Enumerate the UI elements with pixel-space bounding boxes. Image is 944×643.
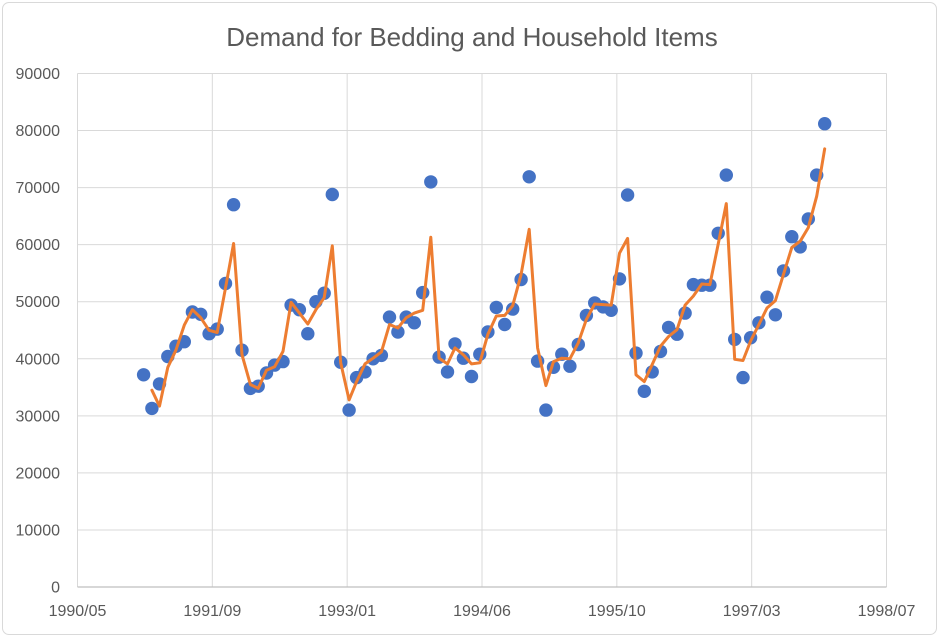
demand-data-point[interactable] [539,403,553,417]
demand-data-point[interactable] [760,290,774,304]
demand-data-point[interactable] [374,348,389,363]
demand-data-point[interactable] [226,198,241,212]
demand-data-point[interactable] [768,308,783,322]
demand-data-point[interactable] [620,188,635,202]
forecast-line[interactable] [150,147,827,408]
x-axis-tick-label: 1990/05 [49,603,107,620]
x-axis-tick-label: 1994/06 [453,603,511,620]
y-axis-tick-label: 60000 [16,237,61,254]
x-axis-tick-label: 1998/07 [858,603,916,620]
x-axis-tick-label: 1991/09 [183,603,241,620]
demand-data-point[interactable] [301,327,315,341]
x-axis-tick-label: 1993/01 [318,603,376,620]
y-axis-tick-label: 90000 [16,66,61,83]
y-axis-tick-label: 10000 [16,522,61,539]
y-axis-tick-label: 20000 [16,465,61,482]
demand-data-point[interactable] [637,384,651,398]
demand-data-point[interactable] [818,117,832,131]
demand-data-point[interactable] [407,316,421,330]
demand-data-point[interactable] [342,403,356,417]
y-axis-tick-label: 70000 [16,180,61,197]
demand-data-point[interactable] [325,187,339,202]
demand-data-point[interactable] [719,168,733,182]
y-axis-tick-label: 40000 [16,351,61,368]
demand-data-point[interactable] [194,307,208,321]
y-axis-tick-label: 0 [51,580,60,597]
demand-data-point[interactable] [522,170,536,184]
demand-data-point[interactable] [604,303,618,317]
demand-data-point[interactable] [382,310,397,324]
demand-data-point[interactable] [785,230,799,244]
chart-title: Demand for Bedding and Household Items [226,22,718,52]
demand-data-point[interactable] [136,368,151,382]
demand-data-point[interactable] [506,302,520,316]
demand-data-point[interactable] [563,359,577,373]
y-axis-tick-label: 50000 [16,294,61,311]
demand-data-point[interactable] [464,369,479,384]
demand-data-point[interactable] [391,325,405,339]
demand-data-point[interactable] [448,337,462,351]
demand-data-point[interactable] [424,175,438,189]
demand-data-point[interactable] [498,317,512,332]
demand-data-point[interactable] [456,351,471,365]
y-axis-tick-label: 30000 [16,408,61,425]
demand-data-point[interactable] [736,370,750,385]
y-axis-tick-label: 80000 [16,123,61,140]
x-axis-tick-label: 1997/03 [723,603,781,620]
demand-data-point[interactable] [489,300,503,315]
demand-data-point[interactable] [145,401,159,416]
x-axis-tick-label: 1995/10 [588,603,646,620]
demand-data-point[interactable] [440,365,455,379]
